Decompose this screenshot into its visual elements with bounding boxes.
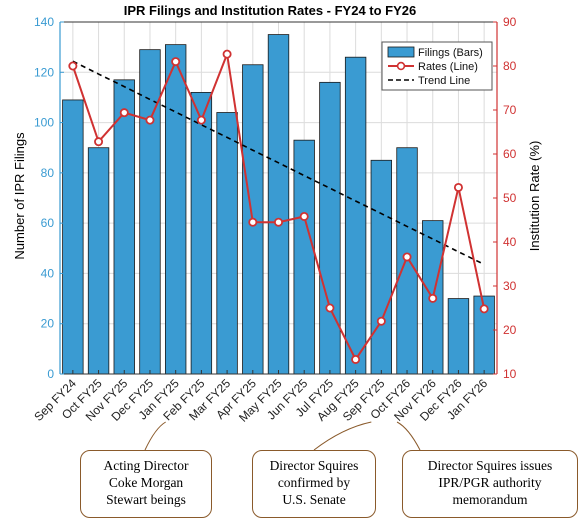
trend-line-path (72, 60, 485, 266)
y-tick-label: 20 (41, 317, 55, 331)
y2-axis-label: Institution Rate (%) (527, 141, 542, 252)
y2-tick-label: 40 (503, 235, 517, 249)
rate-marker (68, 61, 78, 71)
callout-leader (144, 421, 166, 451)
y-tick-label: 140 (34, 15, 54, 29)
trend-line (72, 60, 485, 266)
callout-squires-confirmed: Director Squires confirmed by U.S. Senat… (252, 450, 376, 518)
rate-marker (248, 217, 258, 227)
callout-line: Coke Morgan (108, 475, 184, 490)
bar (319, 81, 341, 375)
callout-leader (396, 421, 421, 451)
callout-line: Director Squires issues (427, 458, 553, 473)
bar (87, 147, 110, 375)
legend-swatch-rates-marker (396, 61, 406, 71)
callout-line: Director Squires (269, 458, 359, 473)
legend-swatch-bars (387, 46, 415, 58)
bar (344, 56, 367, 375)
rate-marker (351, 354, 361, 364)
rate-marker (171, 57, 181, 67)
bar (216, 112, 238, 375)
bar (164, 44, 187, 375)
legend-label: Trend Line (418, 75, 470, 87)
bar (370, 159, 393, 375)
callout-acting-director: Acting Director Coke Morgan Stewart bein… (80, 450, 212, 518)
legend-label: Rates (Line) (418, 61, 478, 73)
rate-marker (376, 316, 386, 326)
bar (113, 79, 135, 375)
rate-marker (273, 217, 283, 227)
y2-tick-label: 80 (503, 59, 517, 73)
y-tick-label: 40 (41, 266, 55, 280)
y2-tick-label: 60 (503, 147, 517, 161)
bars (62, 34, 495, 375)
y2-tick-label: 20 (503, 323, 517, 337)
callout-line: Acting Director (103, 458, 189, 473)
axes: 020406080100120140102030405060708090Sep … (31, 15, 516, 425)
y-tick-label: 80 (41, 166, 55, 180)
rate-marker (196, 115, 206, 125)
rate-marker (325, 303, 335, 313)
rate-marker (94, 137, 104, 147)
y2-tick-label: 30 (503, 279, 517, 293)
legend-label: Filings (Bars) (418, 47, 483, 59)
y2-tick-label: 90 (503, 15, 517, 29)
rate-marker (222, 49, 232, 59)
y-axis-label: Number of IPR Filings (12, 132, 27, 260)
bar (139, 49, 161, 375)
rate-marker (402, 252, 412, 262)
y2-tick-label: 50 (503, 191, 517, 205)
y-tick-label: 120 (34, 65, 54, 79)
callout-line: Stewart beings (106, 492, 186, 507)
callout-leaders (144, 421, 421, 451)
rate-marker (145, 115, 155, 125)
callout-line: memorandum (452, 492, 528, 507)
bar (62, 99, 84, 375)
rate-marker (428, 293, 438, 303)
callout-line: IPR/PGR authority (438, 475, 542, 490)
y-tick-label: 60 (41, 216, 55, 230)
y-tick-label: 100 (34, 116, 54, 130)
callout-line: confirmed by (277, 475, 351, 490)
bar (293, 139, 315, 375)
bar (447, 298, 470, 375)
y2-tick-label: 70 (503, 103, 517, 117)
rate-marker (479, 304, 489, 314)
y2-tick-label: 10 (503, 367, 517, 381)
legend: Filings (Bars) Rates (Line) Trend Line (381, 41, 493, 91)
bar (190, 92, 213, 375)
chart-title: IPR Filings and Institution Rates - FY24… (124, 3, 417, 18)
rate-marker (119, 108, 129, 118)
rate-marker (453, 182, 463, 192)
y-tick-label: 0 (47, 367, 54, 381)
bar (267, 34, 290, 375)
rates-line (68, 49, 489, 364)
callout-leader (313, 421, 372, 451)
callout-squires-memo: Director Squires issues IPR/PGR authorit… (402, 450, 578, 518)
rate-marker (299, 211, 309, 221)
callout-line: U.S. Senate (282, 492, 346, 507)
